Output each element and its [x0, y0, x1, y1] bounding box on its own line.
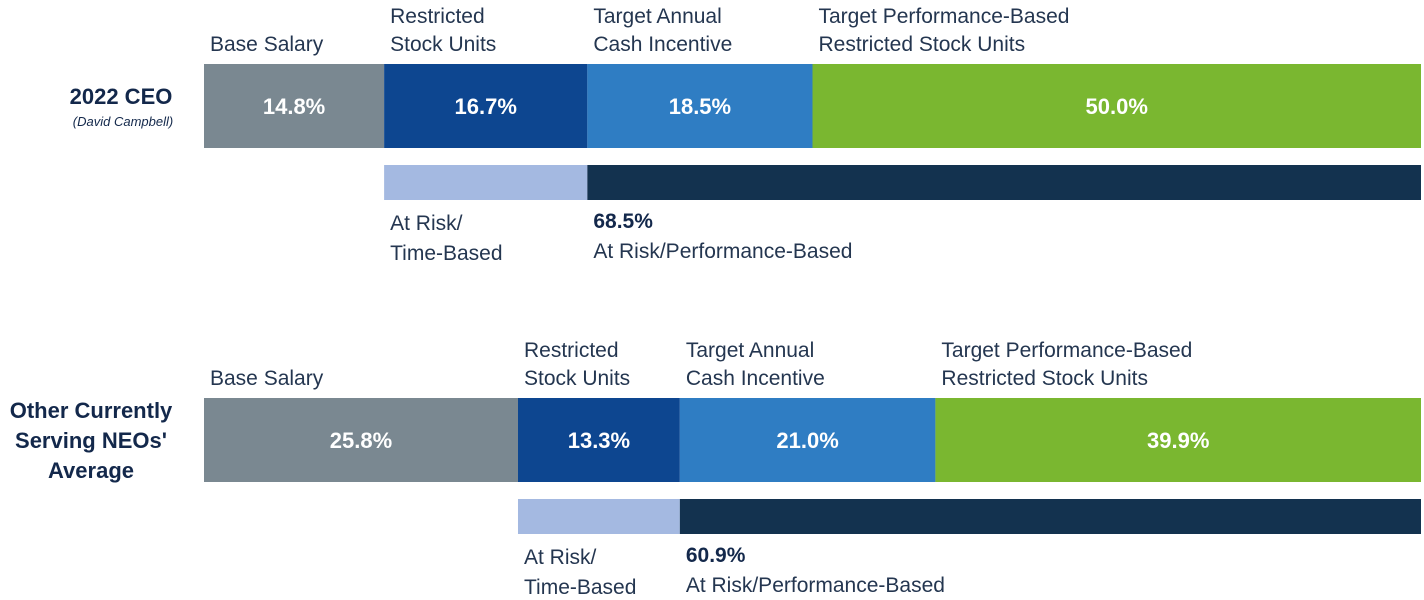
risk-time-based-label: Time-Based [524, 576, 636, 599]
segment-value-label: 18.5% [669, 94, 731, 119]
category-label: Restricted [390, 5, 485, 28]
risk-time-based-label: At Risk/ [390, 212, 463, 235]
category-label: Target Performance-Based [819, 5, 1070, 28]
category-label: Cash Incentive [593, 33, 732, 56]
segment-value-label: 21.0% [776, 428, 838, 453]
risk-performance-based-bar [587, 165, 1421, 200]
category-label: Base Salary [210, 367, 324, 390]
category-label: Stock Units [524, 367, 630, 390]
risk-performance-based-bar [679, 499, 1421, 534]
bar-segment [587, 64, 813, 148]
segment-value-label: 16.7% [455, 94, 517, 119]
bar-segment [204, 64, 385, 148]
risk-time-based-label: At Risk/ [524, 546, 597, 569]
bar-segment [679, 398, 936, 482]
category-label: Restricted Stock Units [819, 33, 1026, 56]
risk-performance-based-label: At Risk/Performance-Based [686, 574, 945, 597]
risk-time-based-bar [517, 499, 680, 534]
category-label: Restricted Stock Units [941, 367, 1148, 390]
segment-value-label: 14.8% [263, 94, 325, 119]
risk-performance-percent: 68.5% [593, 210, 653, 233]
category-label: Target Annual [593, 5, 721, 28]
row-title-line: Other Currently [10, 398, 173, 423]
category-label: Restricted [524, 339, 619, 362]
row-title: 2022 CEO [70, 84, 173, 109]
risk-time-based-bar [384, 165, 588, 200]
segment-value-label: 25.8% [330, 428, 392, 453]
category-label: Stock Units [390, 33, 496, 56]
category-label: Target Annual [686, 339, 814, 362]
bar-segment [384, 64, 588, 148]
category-label: Cash Incentive [686, 367, 825, 390]
row-subtitle: (David Campbell) [73, 114, 173, 129]
bar-segment [204, 398, 518, 482]
bar-segment [935, 398, 1421, 482]
row-title-line: Average [48, 458, 134, 483]
risk-time-based-label: Time-Based [390, 242, 502, 265]
segment-value-label: 13.3% [568, 428, 630, 453]
risk-performance-based-label: At Risk/Performance-Based [593, 240, 852, 263]
bar-segment [517, 398, 680, 482]
bar-segment [812, 64, 1421, 148]
category-label: Target Performance-Based [941, 339, 1192, 362]
row-title-line: Serving NEOs' [15, 428, 167, 453]
segment-value-label: 39.9% [1147, 428, 1209, 453]
category-label: Base Salary [210, 33, 324, 56]
segment-value-label: 50.0% [1086, 94, 1148, 119]
risk-performance-percent: 60.9% [686, 544, 746, 567]
